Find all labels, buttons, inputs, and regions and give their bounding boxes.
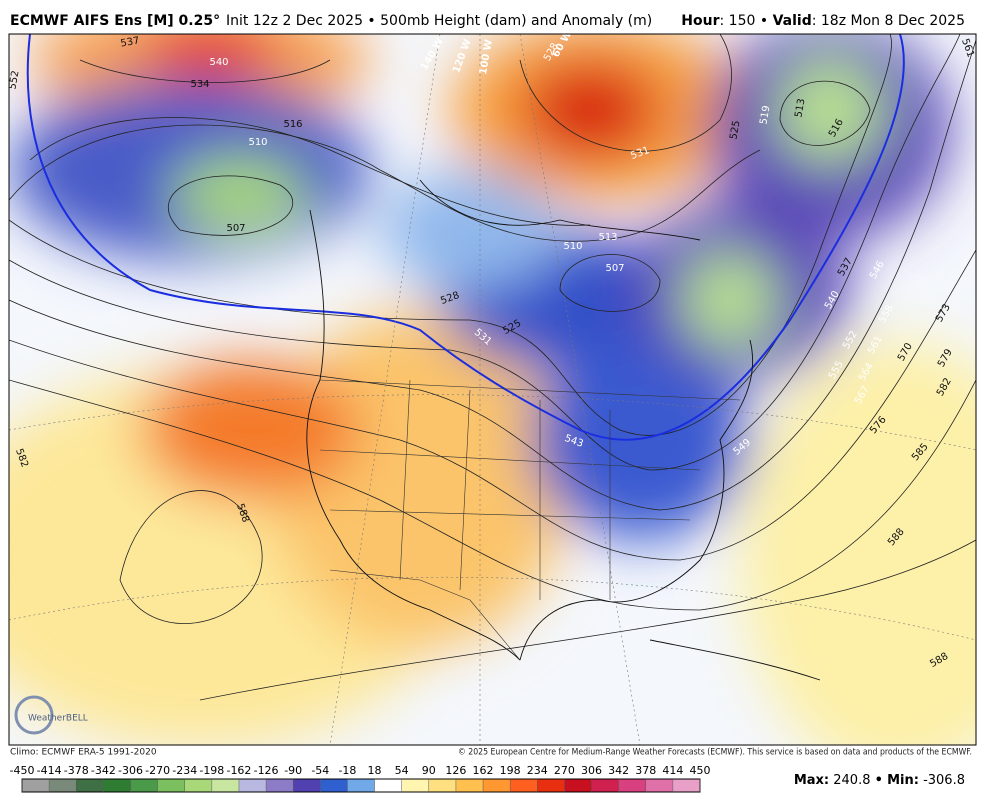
min-label: Min: (887, 773, 919, 788)
anomaly-field (9, 34, 976, 745)
contour-label: 534 (190, 79, 209, 90)
colorbar-swatch (293, 779, 321, 792)
colorbar-swatch (645, 779, 673, 792)
contour-label: 540 (209, 57, 228, 68)
colorbar-tick-label: 306 (581, 764, 602, 777)
colorbar-tick-label: -90 (284, 764, 302, 777)
valid-label: Valid (773, 13, 812, 29)
colorbar-tick-label: 198 (500, 764, 521, 777)
borders (319, 379, 741, 661)
logo: WeatherBELL (14, 695, 88, 735)
colorbar-swatch (22, 779, 50, 792)
logo-text: WeatherBELL (28, 714, 88, 724)
colorbar-tick-label: 90 (422, 764, 436, 777)
contour-label: 507 (605, 263, 624, 274)
colorbar-swatch (455, 779, 484, 792)
climo-note: Climo: ECMWF ERA-5 1991-2020 (10, 748, 157, 758)
contour-label: 525 (728, 120, 742, 141)
contour-label: 507 (226, 223, 245, 234)
colorbar-tick-label: 270 (554, 764, 575, 777)
colorbar-tick-label: -234 (172, 764, 197, 777)
colorbar-tick-label: -306 (118, 764, 143, 777)
colorbar: -450 -414 -378 -342 -306 -270 -234 -198 -162 -126… (10, 764, 711, 793)
contour-label: 537 (120, 35, 141, 49)
hour-text: : 150 • (720, 13, 769, 29)
colorbar-tick-label: -414 (37, 764, 62, 777)
colorbar-tick-label: -162 (226, 764, 251, 777)
colorbar-tick-label: 126 (445, 764, 466, 777)
colorbar-tick-label: -126 (254, 764, 279, 777)
contour-540-line (26, 34, 905, 441)
colorbar-tick-label: -198 (199, 764, 224, 777)
contour-label: 552 (7, 70, 21, 91)
colorbar-swatch (238, 779, 267, 792)
valid-text: : 18z Mon 8 Dec 2025 (812, 13, 965, 29)
colorbar-tick-label: 18 (368, 764, 382, 777)
max-label: Max: (794, 773, 829, 788)
contour-label: 513 (793, 98, 807, 119)
colorbar-tick-label: -378 (64, 764, 89, 777)
colorbar-swatch (483, 779, 511, 792)
height-contours (9, 34, 976, 701)
colorbar-swatch (374, 779, 402, 792)
contour-label: 510 (248, 137, 267, 148)
colorbar-swatch (157, 779, 185, 792)
map-frame (8, 33, 977, 746)
colorbar-swatch (564, 779, 592, 792)
stats: Max: 240.8 • Min: -306.8 (794, 773, 965, 788)
colorbar-swatch (76, 779, 104, 792)
colorbar-tick-label: -450 (10, 764, 35, 777)
colorbar-swatch (211, 779, 239, 792)
copyright: © 2025 European Centre for Medium-Range … (458, 748, 972, 758)
colorbar-swatch (510, 779, 538, 792)
subtitle: Init 12z 2 Dec 2025 • 500mb Height (dam)… (226, 13, 652, 29)
colorbar-swatch (103, 779, 131, 792)
colorbar-swatch (537, 779, 565, 792)
colorbar-tick-label: 54 (395, 764, 409, 777)
colorbar-tick-label: -18 (338, 764, 356, 777)
colorbar-tick-label: 162 (473, 764, 494, 777)
graticule (9, 34, 976, 745)
colorbar-swatch (591, 779, 619, 792)
colorbar-tick-label: -270 (145, 764, 170, 777)
valid-info: Hour: 150 • Valid: 18z Mon 8 Dec 2025 (681, 13, 965, 29)
colorbar-tick-label: -54 (311, 764, 329, 777)
colorbar-swatch (347, 779, 375, 792)
title: ECMWF AIFS Ens [M] 0.25° (10, 13, 220, 29)
colorbar-swatch (618, 779, 646, 792)
colorbar-swatch (184, 779, 212, 792)
contour-label: 513 (598, 232, 617, 243)
colorbar-tick-label: -342 (91, 764, 116, 777)
colorbar-swatch (320, 779, 348, 792)
hour-label: Hour (681, 13, 719, 29)
colorbar-swatch (401, 779, 429, 792)
colorbar-tick-label: 342 (608, 764, 629, 777)
colorbar-tick-label: 234 (527, 764, 548, 777)
separator: • (875, 773, 883, 788)
coastlines (306, 179, 821, 681)
colorbar-tick-label: 450 (690, 764, 711, 777)
min-value: -306.8 (923, 773, 965, 788)
colorbar-swatch (428, 779, 456, 792)
colorbar-tick-label: 414 (662, 764, 683, 777)
contour-label: 510 (563, 241, 582, 252)
colorbar-swatch (130, 779, 158, 792)
colorbar-swatch (49, 779, 77, 792)
max-value: 240.8 (833, 773, 870, 788)
contour-label: 516 (283, 119, 302, 130)
contour-label: 519 (758, 105, 772, 126)
colorbar-tick-label: 378 (635, 764, 656, 777)
colorbar-swatch (672, 779, 700, 792)
colorbar-swatch (266, 779, 294, 792)
